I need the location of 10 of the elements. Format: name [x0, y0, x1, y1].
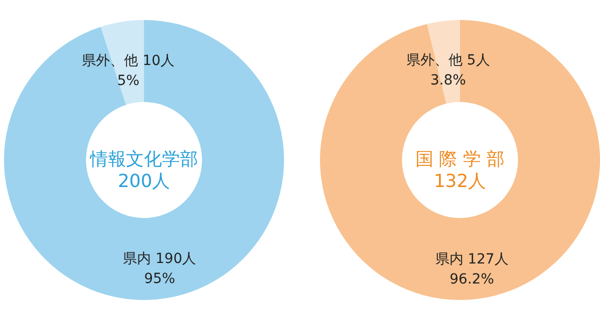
text: 132人 — [434, 171, 486, 192]
slice-label: 県外、他 10人 5% — [82, 53, 174, 90]
donut-slice — [320, 20, 600, 300]
slice-label: 県内 127人 96.2% — [435, 251, 508, 288]
text: 国 際 学 部 — [415, 149, 505, 170]
slice-label: 県内 190人 95% — [123, 250, 196, 287]
slice-label: 県外、他 5人 3.8% — [406, 52, 490, 89]
text: 情報文化学部 — [89, 149, 198, 170]
donut-slice — [4, 20, 284, 300]
text: 200人 — [118, 171, 170, 192]
